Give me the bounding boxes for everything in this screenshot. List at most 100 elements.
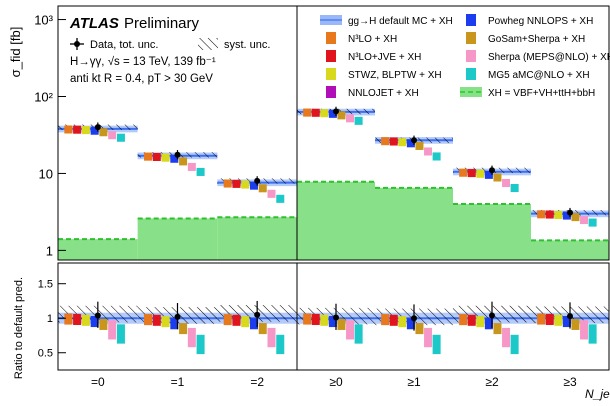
ratio-theory-marker <box>311 313 320 325</box>
theory-marker <box>580 216 589 225</box>
ratio-theory-marker <box>562 316 571 328</box>
ratio-theory-marker <box>116 324 125 344</box>
xh-bar <box>375 187 453 260</box>
ratio-theory-marker <box>484 318 493 330</box>
ratio-theory-marker <box>232 314 241 326</box>
legend-label: NNLOJET + XH <box>348 88 419 99</box>
legend-item: N³LO+JVE + XH <box>326 50 421 63</box>
ratio-theory-marker <box>320 314 329 326</box>
ratio-y-tick-label: 1 <box>47 313 53 325</box>
ratio-theory-marker <box>108 320 117 340</box>
legend-marker <box>466 32 476 44</box>
x-category-label: ≥0 <box>329 375 343 389</box>
theory-marker <box>554 210 563 219</box>
ratio-theory-marker <box>424 327 433 348</box>
legend-item: Powheg NNLOPS + XH <box>466 14 593 27</box>
ratio-theory-marker <box>459 314 468 326</box>
legend-marker <box>326 86 336 98</box>
xh-bar <box>531 240 609 260</box>
theory-marker <box>337 111 346 120</box>
ratio-theory-marker <box>337 318 346 330</box>
data-point <box>411 137 417 144</box>
theory-marker <box>258 184 267 193</box>
theory-marker <box>161 153 170 162</box>
theory-marker <box>81 126 90 135</box>
y-tick-label: 1 <box>46 243 53 258</box>
ratio-theory-marker <box>415 323 424 335</box>
ratio-y-tick-label: 0.5 <box>38 348 53 360</box>
legend-label: GoSam+Sherpa + XH <box>488 34 585 45</box>
ratio-theory-marker <box>223 314 232 326</box>
legend-label: MG5 aMC@NLO + XH <box>488 70 590 81</box>
legend-label: XH = VBF+VH+ttH+bbH <box>488 88 595 99</box>
legend-label: STWZ, BLPTW + XH <box>348 70 442 81</box>
ratio-theory-marker <box>328 316 337 328</box>
ratio-theory-marker <box>502 327 511 348</box>
theory-marker <box>73 125 82 134</box>
data-point <box>94 124 101 131</box>
theory-marker <box>90 126 99 135</box>
legend-item: NNLOJET + XH <box>326 86 419 99</box>
ratio-data-point <box>94 312 101 319</box>
theory-marker <box>320 109 329 118</box>
legend-item: XH = VBF+VH+ttH+bbH <box>460 87 595 99</box>
ratio-y-tick-label: 1.5 <box>38 279 53 291</box>
data-point <box>174 151 181 158</box>
theory-marker <box>170 154 179 163</box>
ratio-theory-marker <box>554 314 563 326</box>
theory-marker <box>241 180 250 189</box>
xh-bar <box>453 204 531 260</box>
ratio-data-point <box>333 314 339 321</box>
ratio-theory-marker <box>432 334 441 355</box>
main-frame <box>57 5 610 261</box>
theory-marker <box>152 152 161 161</box>
theory-marker <box>64 125 73 134</box>
x-category-label: ≥1 <box>407 375 421 389</box>
data-point <box>489 167 495 174</box>
theory-marker <box>389 137 398 146</box>
ratio-theory-marker <box>580 320 589 340</box>
status-label: Preliminary <box>124 15 200 32</box>
theory-marker <box>406 139 415 148</box>
data-point <box>333 108 339 115</box>
ratio-theory-marker <box>346 320 355 340</box>
ratio-theory-marker <box>161 316 170 328</box>
theory-marker <box>398 138 407 147</box>
legend-item: Sherpa (MEPS@NLO) + XH <box>466 50 610 63</box>
ratio-data-point <box>567 313 573 320</box>
theory-marker <box>562 211 571 220</box>
theory-marker <box>354 116 363 125</box>
ratio-data-point <box>254 311 261 318</box>
legend-item: gg→H default MC + XH <box>320 15 453 27</box>
theory-marker <box>537 210 546 219</box>
ratio-theory-marker <box>510 334 519 355</box>
x-category-label: ≥2 <box>485 375 499 389</box>
legend-marker <box>326 68 336 80</box>
theory-marker <box>187 162 196 171</box>
ratio-panel: =0 =1 =2 ≥0 ≥1 ≥2 ≥3 0.5 1 1.5 <box>38 262 610 389</box>
ratio-theory-marker <box>81 314 90 326</box>
ratio-theory-marker <box>258 323 267 335</box>
legend-marker <box>466 68 476 80</box>
xh-bar <box>58 239 138 260</box>
ratio-theory-marker <box>381 314 390 326</box>
theory-marker <box>223 179 232 188</box>
ratio-theory-marker <box>179 323 188 335</box>
theory-marker <box>510 183 519 193</box>
legend-label: Powheg NNLOPS + XH <box>488 16 593 27</box>
ratio-theory-marker <box>303 313 312 325</box>
theory-marker <box>232 179 241 188</box>
ratio-theory-marker <box>476 316 485 328</box>
y-tick-label: 10² <box>34 89 53 104</box>
y-tick-label: 10 <box>39 166 53 181</box>
process-label: H→γγ, √s = 13 TeV, 139 fb⁻¹ <box>70 55 216 68</box>
theory-marker <box>116 133 125 142</box>
theory-marker <box>493 173 502 182</box>
theory-marker <box>249 181 258 190</box>
theory-marker <box>276 194 285 203</box>
main-panel: 1 10 10² 10³ <box>34 5 610 261</box>
syst-legend-hatch <box>198 38 218 50</box>
theory-marker <box>144 152 153 161</box>
legend-label: Sherpa (MEPS@NLO) + XH <box>488 52 610 63</box>
